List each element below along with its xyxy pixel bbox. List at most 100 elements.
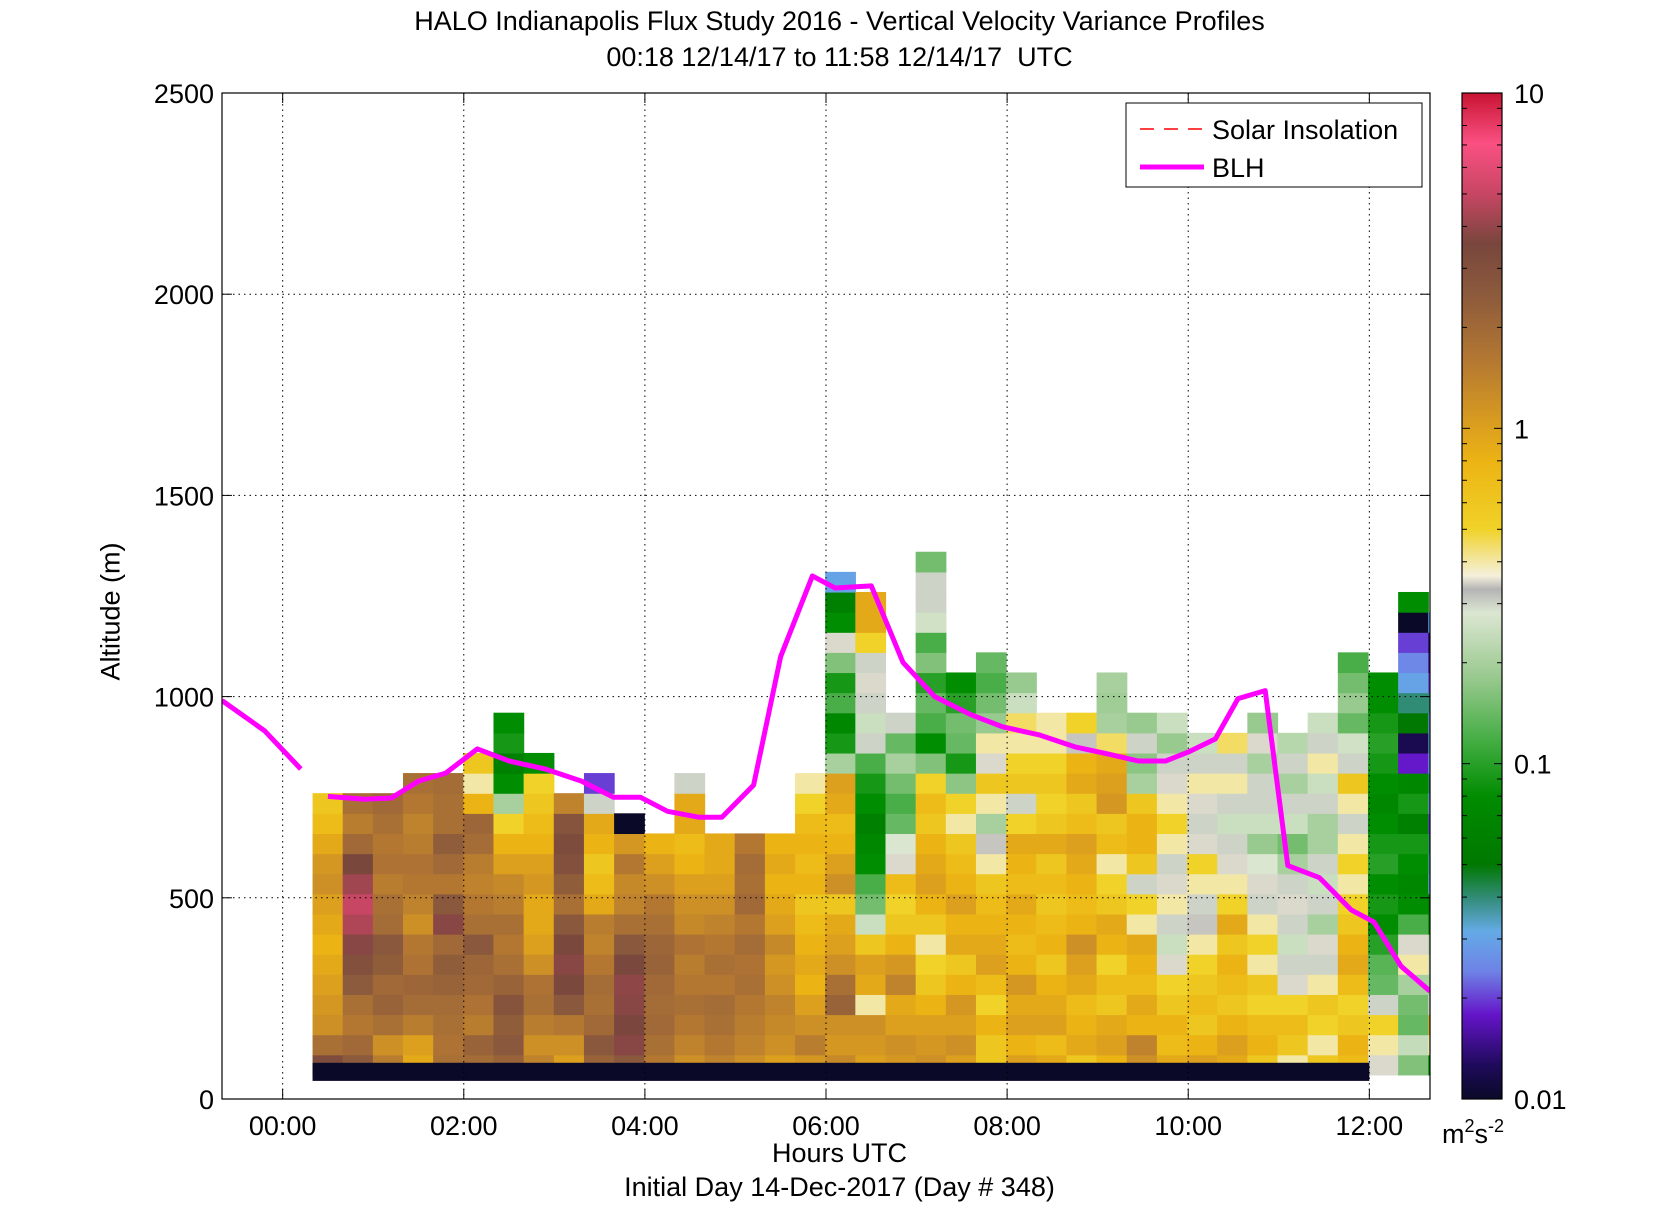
heatmap-cell <box>975 752 1007 774</box>
heatmap-cell <box>644 913 676 935</box>
heatmap-cell <box>493 732 525 754</box>
heatmap-cell <box>372 893 404 915</box>
heatmap-cell <box>553 1034 585 1056</box>
heatmap-cell <box>1307 773 1339 794</box>
heatmap-cell <box>1187 873 1218 895</box>
heatmap-cell <box>1096 773 1128 794</box>
heatmap-cell <box>825 934 856 955</box>
heatmap-cell <box>463 893 495 915</box>
heatmap-cell <box>1337 652 1369 674</box>
heatmap-cell <box>795 833 826 855</box>
heatmap-cell <box>1217 974 1248 995</box>
heatmap-cell <box>463 873 495 895</box>
heatmap-cell <box>1126 712 1158 734</box>
heatmap-cell <box>312 934 344 955</box>
heatmap-cell <box>644 1034 676 1056</box>
heatmap-cell <box>1217 934 1248 955</box>
heatmap-cell <box>885 1034 917 1056</box>
heatmap-cell <box>493 994 525 1016</box>
heatmap-cell <box>403 954 434 975</box>
heatmap-cell <box>915 652 947 674</box>
heatmap-cell <box>1277 732 1309 754</box>
heatmap-cell <box>1126 913 1158 935</box>
heatmap-cell <box>704 853 736 875</box>
heatmap-cell <box>855 853 887 875</box>
heatmap-cell <box>1066 813 1098 835</box>
heatmap-cell <box>1277 1014 1309 1036</box>
heatmap-cell <box>915 913 947 935</box>
heatmap-cell <box>1066 793 1098 814</box>
heatmap-cell <box>1367 954 1399 975</box>
heatmap-cell <box>704 954 736 975</box>
heatmap-cell <box>1337 732 1369 754</box>
heatmap-cell <box>795 813 826 835</box>
heatmap-cell <box>1307 813 1339 835</box>
heatmap-cell <box>403 994 434 1016</box>
heatmap-cell <box>1247 813 1279 835</box>
heatmap-cell <box>403 913 434 935</box>
heatmap-cell <box>1367 752 1399 774</box>
heatmap-cell <box>704 873 736 895</box>
heatmap-cell <box>342 873 374 895</box>
heatmap-cell <box>1156 1034 1188 1056</box>
heatmap-cell <box>1307 752 1339 774</box>
heatmap-cell <box>1367 1014 1399 1036</box>
heatmap-cell <box>523 813 555 835</box>
heatmap-cell <box>704 994 736 1016</box>
heatmap-cell <box>734 893 766 915</box>
heatmap-cell <box>1337 1034 1369 1056</box>
heatmap-cell <box>614 913 645 935</box>
heatmap-cell <box>523 893 555 915</box>
heatmap-cell <box>1337 712 1369 734</box>
heatmap-cell <box>523 994 555 1016</box>
heatmap-cell <box>1156 732 1188 754</box>
heatmap-cell <box>1006 934 1037 955</box>
heatmap-cell <box>734 1014 766 1036</box>
heatmap-cell <box>1006 954 1037 975</box>
heatmap-cell <box>1156 853 1188 875</box>
heatmap-cell <box>493 1034 525 1056</box>
heatmap-cell <box>644 954 676 975</box>
axes: 00:00 02:00 04:00 06:00 08:00 10:00 12:00 0 500 1… <box>154 79 1431 1141</box>
heatmap-cell <box>825 893 856 915</box>
heatmap-cell <box>885 813 917 835</box>
heatmap-cell <box>945 974 977 995</box>
heatmap-cell <box>553 1014 585 1036</box>
heatmap-cell <box>493 913 525 935</box>
heatmap-cell <box>644 853 676 875</box>
heatmap-cell <box>433 974 464 995</box>
heatmap-cell <box>1187 833 1218 855</box>
y-axis-label: Altitude (m) <box>95 542 126 681</box>
x-tick-label: 10:00 <box>1154 1111 1222 1141</box>
heatmap-cell <box>825 833 856 855</box>
heatmap-cell <box>1066 913 1098 935</box>
heatmap-cell <box>403 813 434 835</box>
heatmap-cell <box>1428 1034 1430 1056</box>
heatmap-cell <box>1247 934 1279 955</box>
heatmap-cell <box>583 893 615 915</box>
heatmap-cell <box>342 913 374 935</box>
heatmap-cell <box>1066 893 1098 915</box>
heatmap-cell <box>1307 712 1339 734</box>
heatmap-cell <box>825 692 856 714</box>
heatmap-cell <box>1277 994 1309 1016</box>
heatmap-cell <box>312 873 344 895</box>
heatmap-cell <box>1156 974 1188 995</box>
heatmap-cell <box>1006 893 1037 915</box>
heatmap-cell <box>825 652 856 674</box>
heatmap-cell <box>1337 873 1369 895</box>
legend-box <box>1125 102 1423 188</box>
heatmap-cell <box>1247 873 1279 895</box>
heatmap-cell <box>1156 712 1188 734</box>
heatmap-cell <box>553 873 585 895</box>
heatmap-cell <box>1096 672 1128 694</box>
y-tick-label: 0 <box>199 1085 214 1115</box>
heatmap-cell <box>764 913 796 935</box>
heatmap-cell <box>734 853 766 875</box>
heatmap-cell <box>493 712 525 734</box>
heatmap-cell <box>463 752 495 774</box>
heatmap-cell <box>1428 672 1430 694</box>
heatmap-cell <box>1277 773 1309 794</box>
heatmap-cell <box>1398 833 1429 855</box>
heatmap-cell <box>1096 954 1128 975</box>
